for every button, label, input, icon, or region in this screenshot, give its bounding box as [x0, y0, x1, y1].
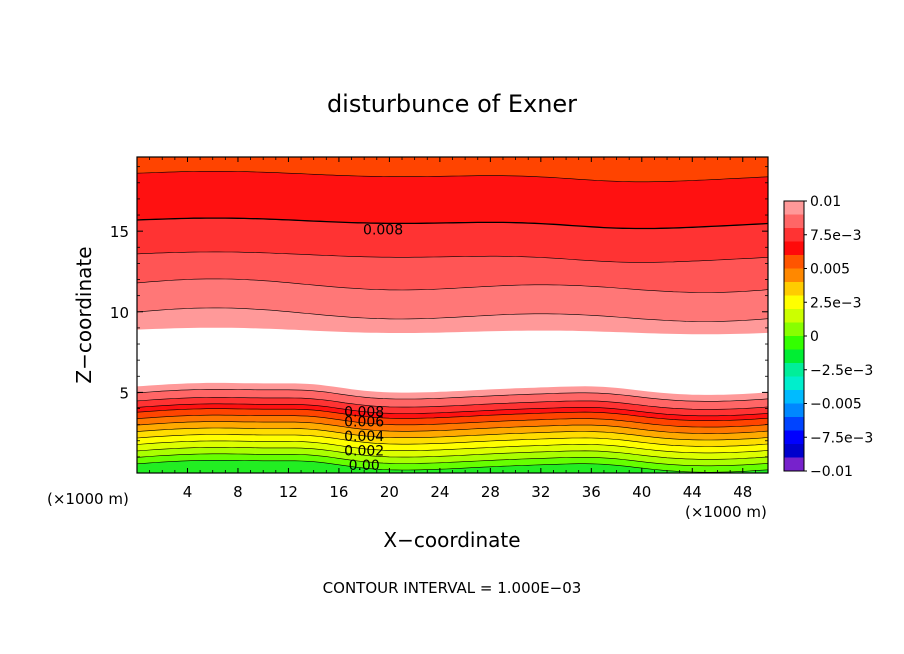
x-tick-label: 24 [430, 483, 449, 501]
colorbar-swatch [784, 255, 804, 269]
x-tick-label: 28 [481, 483, 500, 501]
colorbar-label: 0.01 [810, 194, 841, 210]
x-tick-label: 16 [329, 483, 348, 501]
colorbar-swatch [784, 430, 804, 445]
colorbar-swatch [784, 295, 804, 310]
colorbar-swatch [784, 363, 804, 377]
colorbar-swatch [784, 201, 804, 215]
x-tick-label: 48 [733, 483, 752, 501]
y-tick-label: 10 [110, 304, 129, 322]
colorbar-swatch [784, 322, 804, 337]
contour-line [136, 447, 769, 460]
colorbar-label: −2.5e−3 [810, 363, 873, 379]
contour-line [136, 397, 769, 410]
contour-line [136, 453, 769, 467]
colorbar-swatch [784, 241, 804, 256]
colorbar: 0.01 7.5e−3 0.005 2.5e−3 0 −2.5e−3 −0.005 −7.5e… [784, 194, 873, 480]
contour-label: 0.008 [344, 405, 384, 421]
x-tick-label: 8 [233, 483, 243, 501]
contour-lines [136, 171, 769, 473]
colorbar-swatch [784, 349, 804, 364]
x-tick-label: 44 [683, 483, 702, 501]
x-axis-ticks: 4 8 12 16 20 24 28 32 36 40 44 48 [149, 157, 756, 501]
contour-line [136, 440, 769, 454]
y-unit-label: (×1000 m) [47, 490, 129, 508]
colorbar-label: −0.005 [810, 397, 862, 413]
colorbar-swatch [784, 228, 804, 242]
contour-line [136, 307, 769, 322]
contour-fills [137, 157, 768, 473]
x-tick-label: 12 [279, 483, 298, 501]
colorbar-swatch [784, 403, 804, 418]
contour-line [136, 251, 769, 263]
colorbar-label: 0.005 [810, 262, 850, 278]
contour-label: 0.002 [344, 443, 384, 459]
contour-line [136, 414, 769, 428]
colorbar-swatch [784, 309, 804, 323]
contour-line [136, 278, 769, 293]
x-unit-label: (×1000 m) [685, 503, 767, 521]
contour-band [137, 157, 768, 182]
y-tick-label: 15 [110, 223, 129, 241]
colorbar-label: −0.01 [810, 464, 853, 480]
contour-label: 0.006 [344, 414, 384, 430]
contour-line [136, 460, 769, 473]
x-tick-label: 20 [380, 483, 399, 501]
x-tick-label: 32 [531, 483, 550, 501]
contour-label: 0.004 [344, 429, 384, 445]
y-axis-ticks: 5 10 15 [110, 166, 768, 458]
contour-label: 0.008 [363, 223, 403, 239]
colorbar-swatch [784, 282, 804, 296]
x-tick-label: 36 [582, 483, 601, 501]
colorbar-frame [783, 200, 805, 472]
colorbar-label: 2.5e−3 [810, 295, 862, 311]
contour-line [136, 408, 769, 421]
contour-line [136, 403, 769, 417]
contour-interval-note: CONTOUR INTERVAL = 1.000E−03 [323, 579, 582, 597]
y-axis-label: Z−coordinate [72, 246, 96, 383]
colorbar-swatch [784, 390, 804, 404]
x-tick-label: 40 [632, 483, 651, 501]
colorbar-swatch [784, 457, 804, 472]
colorbar-swatch [784, 417, 804, 431]
colorbar-label: −7.5e−3 [810, 430, 873, 446]
y-tick-label: 5 [119, 384, 129, 402]
contour-line [136, 389, 769, 402]
colorbar-label: 0 [810, 329, 819, 345]
colorbar-swatch [784, 336, 804, 350]
contour-label: 0.00 [349, 458, 380, 474]
colorbar-swatch [784, 444, 804, 458]
contour-line [136, 171, 769, 183]
colorbar-swatch [784, 214, 804, 229]
x-tick-label: 4 [183, 483, 193, 501]
colorbar-swatch [784, 376, 804, 391]
colorbar-swatch [784, 268, 804, 283]
colorbar-label: 7.5e−3 [810, 228, 862, 244]
contour-line [136, 427, 769, 441]
chart-title: disturbunce of Exner [327, 90, 577, 118]
contour-line [136, 217, 769, 230]
contour-line [136, 421, 769, 434]
contour-line [136, 434, 769, 447]
x-axis-label: X−coordinate [383, 528, 520, 552]
